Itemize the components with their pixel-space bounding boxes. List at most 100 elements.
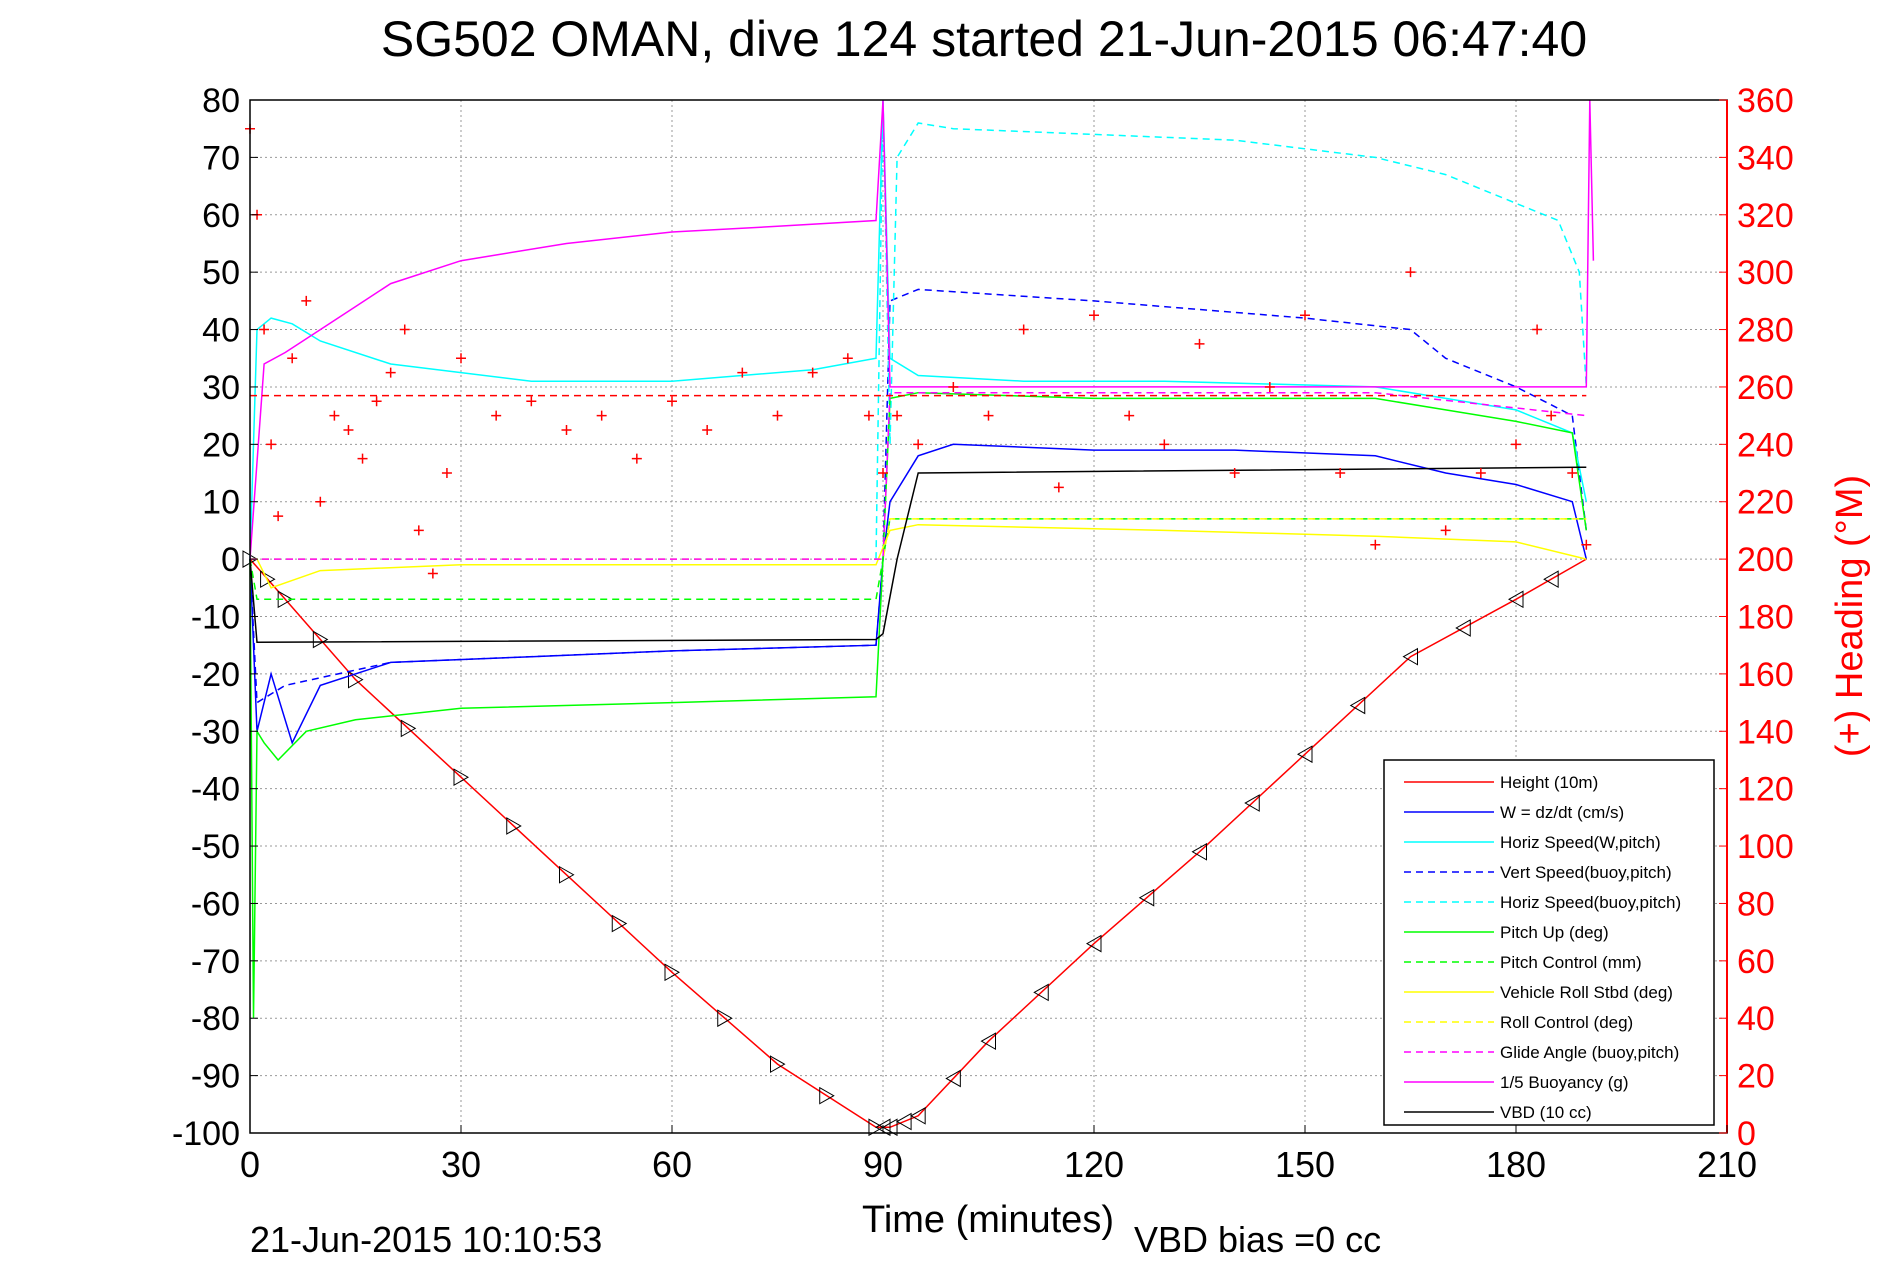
heading-point [1440,525,1451,536]
x-tick-label: 150 [1275,1144,1335,1185]
x-tick-label: 30 [441,1144,481,1185]
legend-label: Glide Angle (buoy,pitch) [1500,1043,1679,1062]
height-marker [1244,794,1260,812]
heading-point [863,410,874,421]
heading-point [413,525,424,536]
right-tick-label: 80 [1737,885,1775,923]
heading-point [878,468,888,479]
right-tick-label: 320 [1737,197,1794,235]
legend-label: Roll Control (deg) [1500,1013,1633,1032]
heading-point [315,496,326,507]
heading-point [807,367,818,378]
right-tick-label: 200 [1737,541,1794,579]
right-tick-label: 260 [1737,369,1794,407]
y-tick-label: 40 [202,312,240,350]
y-axis-ticks: 80 70 60 50 40 30 20 10 0 -10 -20 -30 -40 -50 -60 -70 -8… [172,82,258,1153]
height-marker [1507,590,1524,609]
y-tick-label: -30 [191,713,240,751]
heading-point [266,439,277,450]
heading-point [631,453,642,464]
y-tick-label: -70 [191,943,240,981]
chart-title: SG502 OMAN, dive 124 started 21-Jun-2015… [381,11,1587,67]
heading-point [702,424,713,435]
height-marker [400,719,417,738]
y-tick-label: 0 [221,541,240,579]
vbd-bias-label: VBD bias =0 cc [1134,1219,1381,1260]
right-tick-label: 40 [1737,1000,1775,1038]
y-tick-label: -40 [191,771,240,809]
series-vert_buoy [249,288,1588,704]
heading-point [596,410,607,421]
heading-point [1194,338,1205,349]
heading-point [399,324,410,335]
right-tick-label: 120 [1737,771,1794,809]
series-buoyancy [249,99,1595,560]
heading-point [842,353,853,364]
series-horiz_w [249,99,1588,560]
height-marker [559,865,575,884]
heading-point [526,396,537,407]
y-tick-label: 70 [202,139,240,177]
heading-point [948,381,959,392]
y-tick-label: 60 [202,197,240,235]
right-tick-label: 100 [1737,828,1794,866]
legend-label: VBD (10 cc) [1500,1103,1592,1122]
y-tick-label: -10 [191,599,240,637]
series-glide [250,391,1587,560]
heading-point [983,410,994,421]
heading-point [1053,482,1064,493]
right-tick-label: 140 [1737,713,1794,751]
series-pitch_control [249,518,1587,601]
right-tick-label: 160 [1737,656,1794,694]
heading-point [1300,310,1310,321]
heading-point [1370,539,1381,550]
height-marker [506,817,522,835]
x-axis-ticks: 0 30 60 90 120 150 180 210 [240,1125,1757,1185]
right-tick-label: 20 [1737,1058,1775,1096]
heading-point [913,439,924,450]
legend-label: Horiz Speed(buoy,pitch) [1500,893,1681,912]
y-tick-label: 30 [202,369,240,407]
height-marker [717,1009,733,1028]
series-roll [250,523,1587,589]
height-marker [453,768,470,787]
legend-label: Pitch Control (mm) [1500,953,1642,972]
y-tick-label: 10 [202,484,240,522]
height-marker [1402,647,1418,666]
height-marker [1191,842,1207,861]
series-horiz_buoy [875,99,1588,560]
height-markers [242,550,1559,1137]
y-tick-label: -60 [191,885,240,923]
heading-point [273,511,284,522]
heading-point [491,410,502,421]
height-marker [770,1055,786,1073]
y-tick-label: -90 [191,1058,240,1096]
heading-point [1546,410,1557,421]
heading-point [1335,468,1346,479]
height-marker [611,914,628,933]
height-marker [348,670,364,689]
series-w [249,443,1588,745]
timestamp-label: 21-Jun-2015 10:10:53 [250,1219,602,1260]
heading-point [1089,310,1099,321]
height-marker [910,1106,926,1125]
heading-point [385,367,396,378]
legend: Height (10m) W = dz/dt (cm/s) Horiz Speed(… [1383,759,1715,1126]
series-vbd [249,466,1587,644]
heading-point [1229,468,1240,479]
heading-point [329,410,340,421]
heading-point [357,453,368,464]
right-tick-label: 300 [1737,254,1794,292]
heading-point [1264,381,1275,392]
legend-label: Pitch Up (deg) [1500,923,1609,942]
heading-point [1475,468,1486,479]
legend-label: Horiz Speed(W,pitch) [1500,833,1661,852]
series-heading [245,123,1592,579]
heading-point [667,396,677,407]
height-marker [1349,696,1366,715]
y-tick-label: -20 [191,656,240,694]
right-tick-label: 220 [1737,484,1794,522]
height-marker [1085,934,1102,953]
heading-point [287,353,298,364]
